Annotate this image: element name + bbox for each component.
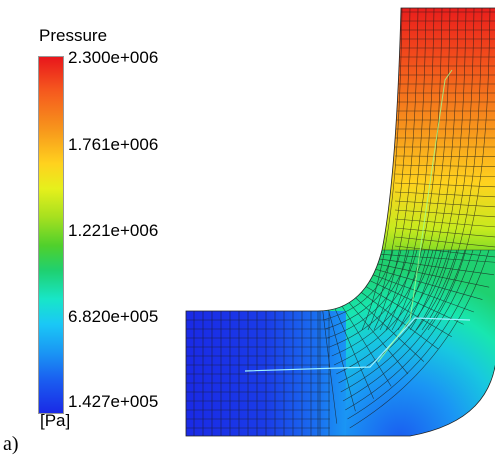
pressure-colorbar <box>38 56 64 414</box>
legend-tick-max: 2.300e+006 <box>68 48 159 67</box>
legend-tick-3: 1.221e+006 <box>68 221 159 240</box>
legend-tick-min: 1.427e+005 <box>68 392 159 411</box>
legend-title: Pressure <box>39 26 108 45</box>
legend-tick-4: 6.820e+005 <box>68 307 159 326</box>
panel-label: a) <box>3 433 19 455</box>
legend-unit: [Pa] <box>40 411 71 430</box>
legend-tick-2: 1.761e+006 <box>68 135 159 154</box>
